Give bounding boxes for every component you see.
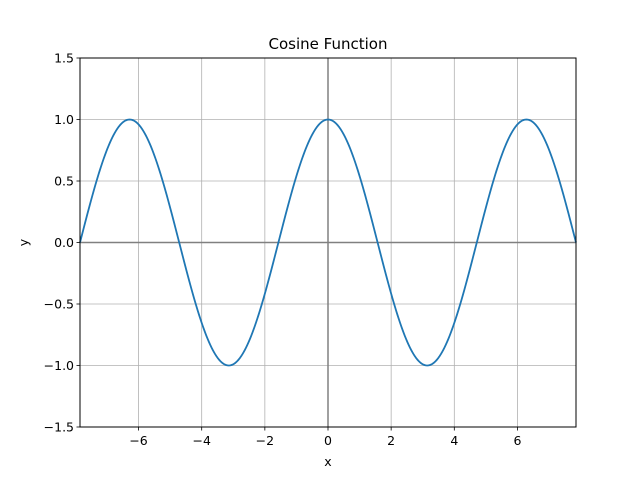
x-tick-label: 0 bbox=[324, 433, 332, 448]
series-layer bbox=[79, 118, 577, 367]
ticks: −6 −4 −2 0 2 4 6 −1.5 −1.0 −0.5 0.0 0.5 1.0 1.5 bbox=[44, 51, 522, 449]
y-tick-label: −1.0 bbox=[44, 358, 74, 373]
x-tick-label: −6 bbox=[129, 433, 147, 448]
y-tick-label: 0.0 bbox=[54, 235, 74, 250]
y-tick-label: −0.5 bbox=[44, 297, 74, 312]
x-tick-label: −4 bbox=[192, 433, 210, 448]
y-tick-label: 1.0 bbox=[54, 112, 74, 127]
x-tick-label: −2 bbox=[256, 433, 274, 448]
x-tick-label: 6 bbox=[513, 433, 521, 448]
x-tick-label: 4 bbox=[450, 433, 458, 448]
y-axis-label: y bbox=[16, 238, 31, 246]
x-tick-label: 2 bbox=[387, 433, 395, 448]
y-tick-label: 1.5 bbox=[54, 51, 74, 66]
chart-title: Cosine Function bbox=[269, 35, 388, 53]
y-tick-label: 0.5 bbox=[54, 174, 74, 189]
cosine-line bbox=[79, 118, 577, 367]
x-axis-label: x bbox=[324, 454, 331, 469]
y-tick-label: −1.5 bbox=[44, 420, 74, 435]
